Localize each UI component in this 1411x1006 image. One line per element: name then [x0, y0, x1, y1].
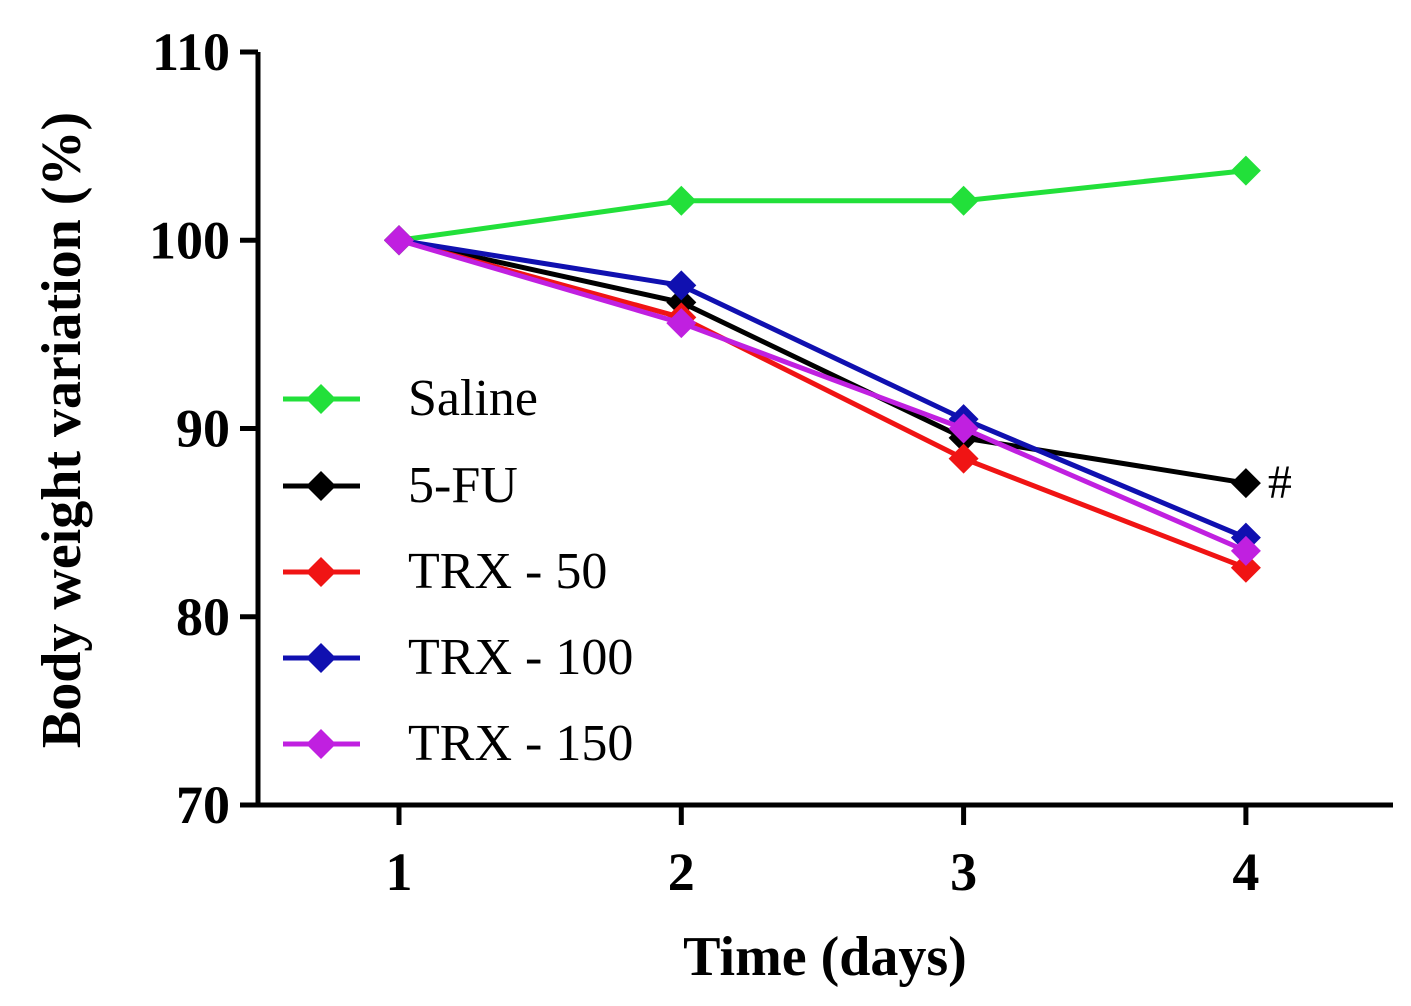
data-point-marker — [666, 287, 697, 318]
data-point-marker — [1230, 535, 1261, 566]
legend-marker — [306, 384, 336, 414]
x-axis-title: Time (days) — [683, 926, 967, 988]
legend-marker — [306, 729, 336, 759]
series-trx-150 — [384, 225, 1261, 566]
legend-marker — [306, 557, 336, 587]
legend-marker — [306, 471, 336, 501]
x-tick-label: 1 — [386, 842, 413, 902]
x-tick-label: 3 — [950, 842, 977, 902]
legend-label: TRX - 100 — [408, 629, 633, 686]
series-line — [398, 237, 1247, 554]
legend-label: TRX - 50 — [408, 543, 607, 600]
data-point-marker — [1230, 552, 1261, 583]
legend: Saline 5-FU TRX - 50 TRX - 100 TRX - 150 — [283, 370, 633, 772]
data-point-marker — [384, 225, 414, 256]
legend-marker — [306, 643, 336, 673]
y-tick-label: 80 — [176, 587, 230, 647]
legend-label: 5-FU — [408, 457, 518, 514]
y-tick-label: 110 — [152, 22, 230, 82]
data-point-marker — [666, 185, 697, 216]
series-line — [398, 237, 1247, 486]
legend-label: TRX - 150 — [408, 715, 633, 772]
data-point-marker — [948, 443, 979, 474]
data-point-marker — [1230, 468, 1261, 499]
data-point-marker — [666, 308, 697, 339]
data-point-marker — [666, 270, 697, 301]
y-tick-label: 90 — [176, 399, 230, 459]
significance-annotation: # — [1268, 456, 1292, 509]
y-axis-ticks: 70 80 90 100 110 — [149, 22, 258, 835]
y-axis-title: Body weight variation (%) — [31, 112, 93, 748]
y-tick-label: 70 — [176, 775, 230, 835]
x-axis-ticks: 1 2 3 4 — [386, 805, 1259, 902]
y-tick-label: 100 — [149, 210, 230, 270]
data-point-marker — [948, 185, 979, 216]
series-line — [398, 237, 1247, 540]
series-line — [398, 168, 1247, 243]
series-line — [398, 237, 1247, 571]
series-layer — [384, 155, 1261, 583]
series-saline — [384, 155, 1261, 256]
data-point-marker — [948, 413, 979, 444]
legend-label: Saline — [408, 370, 538, 427]
x-tick-label: 2 — [668, 842, 695, 902]
x-tick-label: 4 — [1232, 842, 1259, 902]
data-point-marker — [1230, 155, 1261, 186]
